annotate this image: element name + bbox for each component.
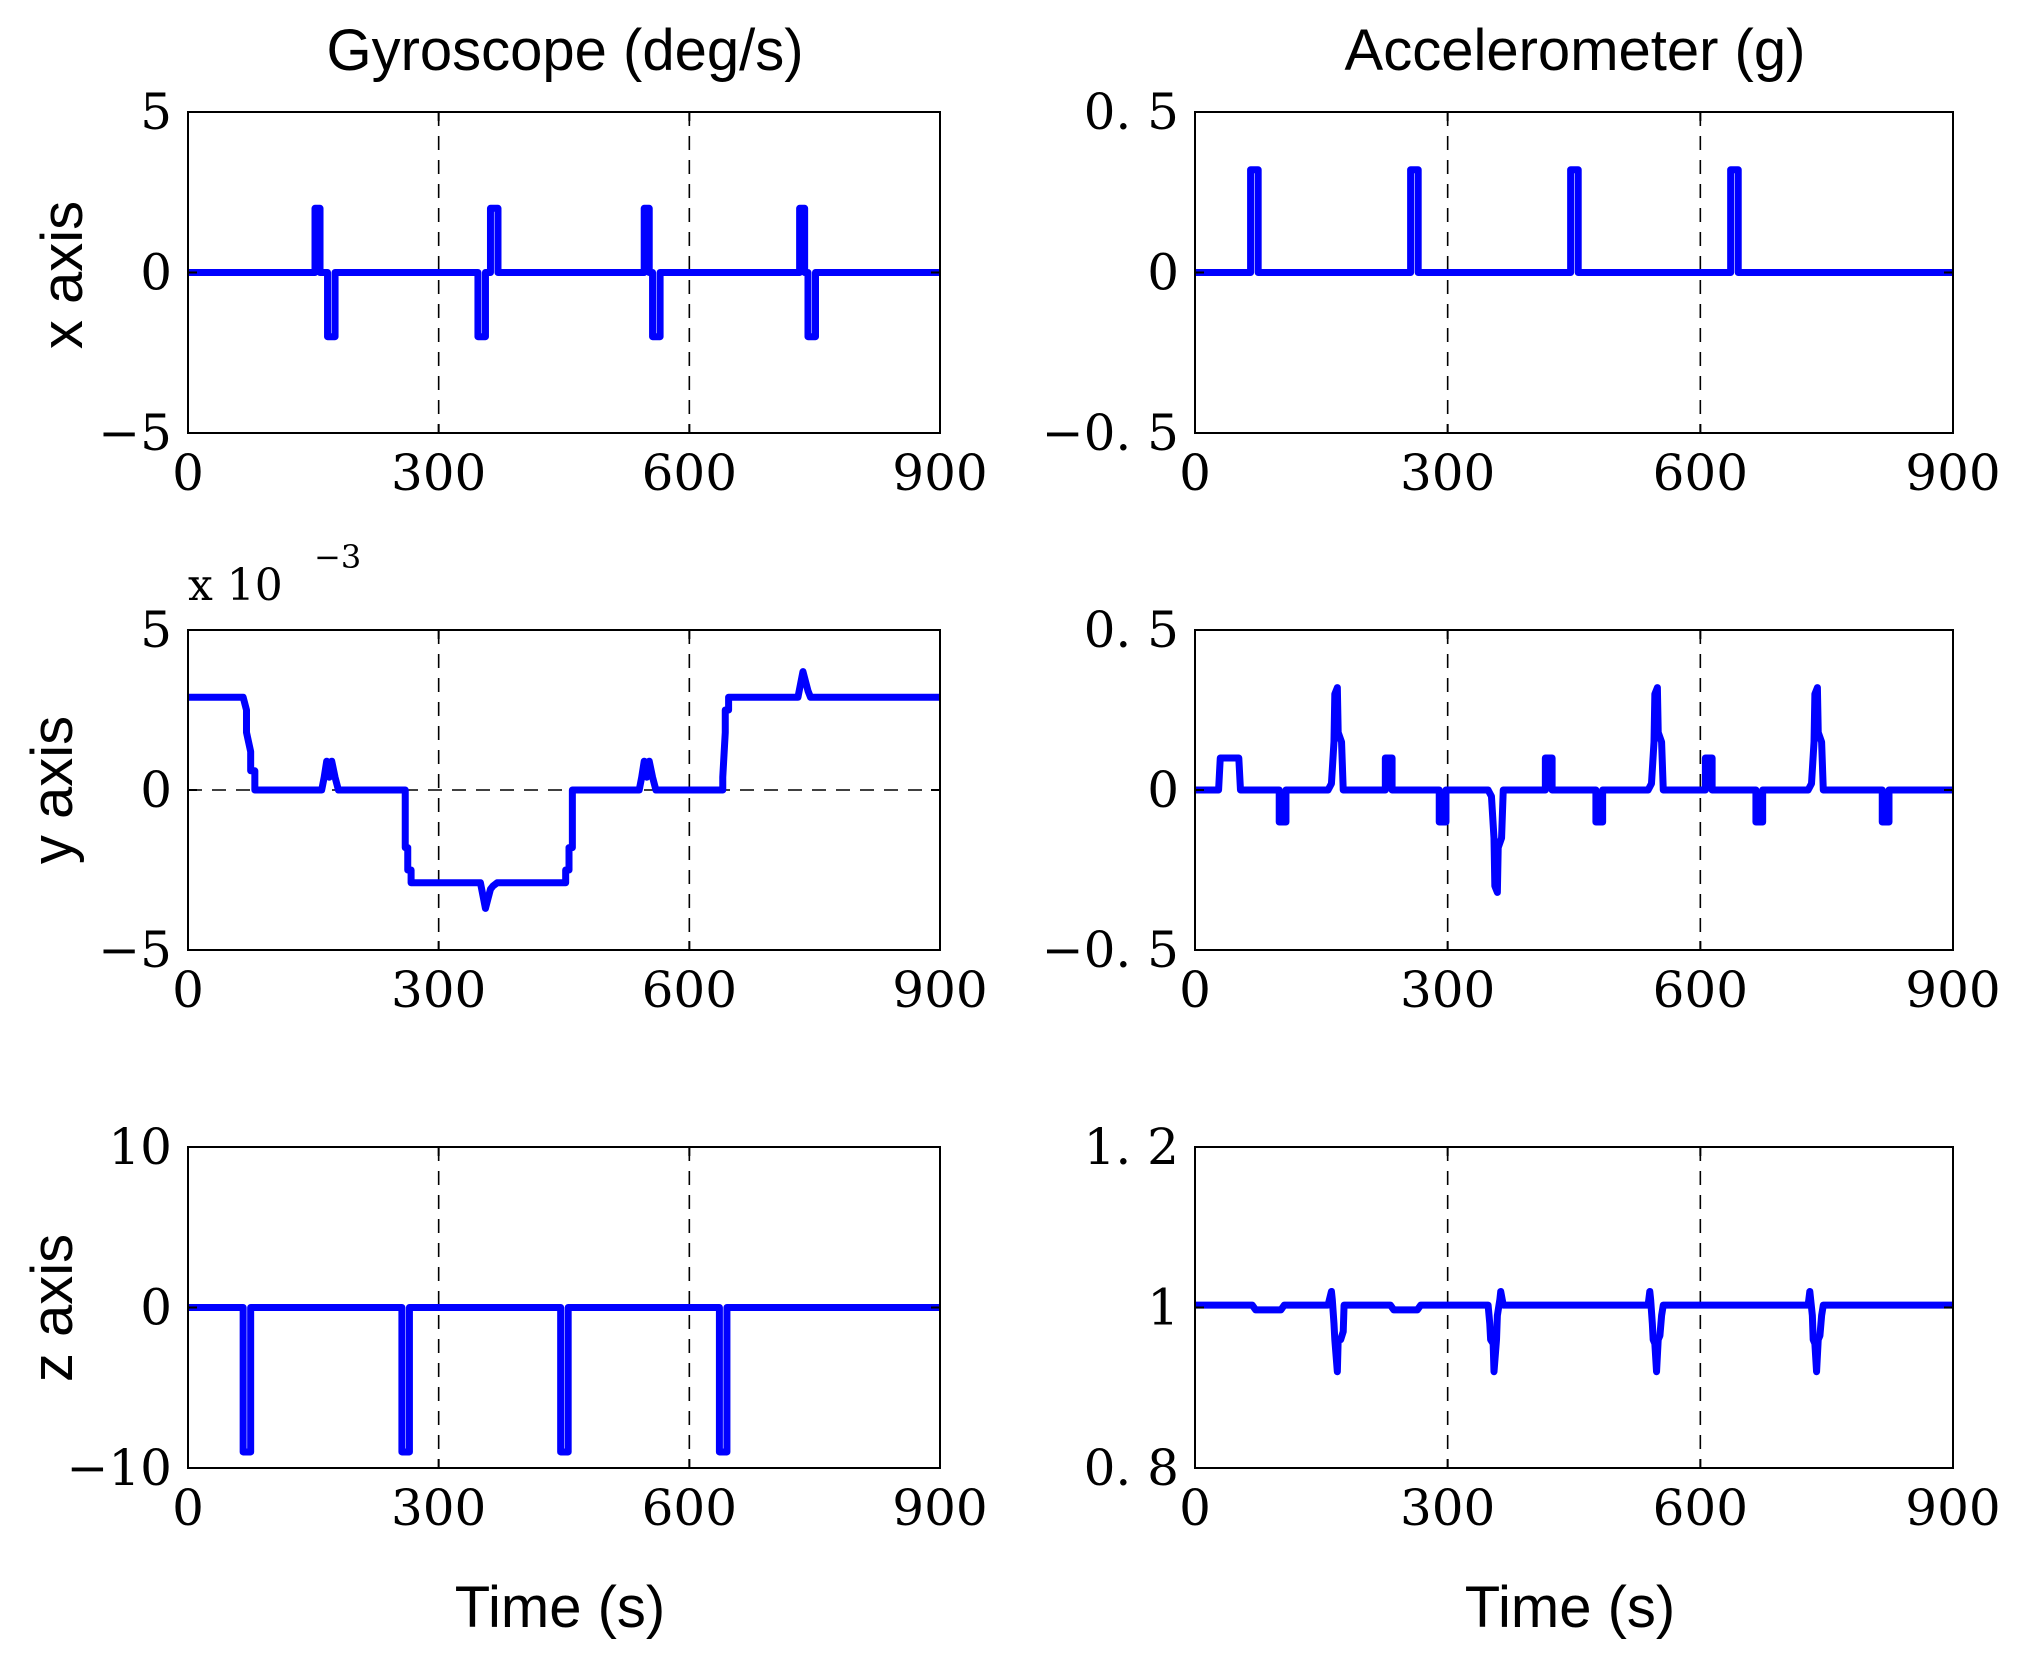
- accel-z-xtick-label-600: 600: [1653, 1479, 1748, 1537]
- gyro-y-xtick-label-0: 0: [172, 961, 204, 1019]
- gyro-z-xtick-label-900: 900: [892, 1479, 987, 1537]
- accel-x-ytick-label-0: 0. 5: [1084, 83, 1179, 141]
- accel-x-xtick-label-300: 300: [1400, 444, 1495, 502]
- accel-z-xtick-label-300: 300: [1400, 1479, 1495, 1537]
- panel-accel-z: 0 300 600 900 1. 2 1 0. 8: [1084, 1118, 2001, 1537]
- accel-y-ytick-label-0: 0. 5: [1084, 601, 1179, 659]
- gyro-y-ytick-label-2: −5: [98, 921, 172, 979]
- y-axis-row-label: y axis: [20, 716, 85, 864]
- accel-z-ytick-label-0: 1. 2: [1084, 1118, 1179, 1176]
- accel-z-trace: [1195, 1287, 1953, 1376]
- gyro-y-xtick-label-300: 300: [391, 961, 486, 1019]
- gyro-z-xtick-label-0: 0: [172, 1479, 204, 1537]
- gyro-z-ytick-label-0: 10: [108, 1118, 172, 1176]
- accel-y-ytick-label-1: 0: [1147, 761, 1179, 819]
- accel-z-xtick-label-0: 0: [1179, 1479, 1211, 1537]
- gyro-z-trace: [188, 1304, 940, 1456]
- accel-z-xtick-label-900: 900: [1905, 1479, 2000, 1537]
- accel-time-label: Time (s): [1465, 1575, 1675, 1640]
- accelerometer-title: Accelerometer (g): [1345, 18, 1806, 83]
- gyro-x-ytick-label-0: 5: [140, 83, 172, 141]
- gyro-z-ytick-label-1: 0: [140, 1279, 172, 1337]
- gyro-z-ytick-label-2: −10: [66, 1439, 172, 1497]
- gyro-y-multiplier-exponent: −3: [314, 538, 361, 576]
- gyro-x-ytick-label-2: −5: [98, 404, 172, 462]
- gyro-time-label: Time (s): [455, 1575, 665, 1640]
- gyro-y-ytick-label-1: 0: [140, 761, 172, 819]
- accel-x-ytick-label-2: −0. 5: [1042, 404, 1179, 462]
- gyro-x-xtick-label-600: 600: [642, 444, 737, 502]
- accel-y-xtick-label-0: 0: [1179, 961, 1211, 1019]
- gyro-y-trace: [188, 668, 940, 912]
- accel-y-trace: [1195, 684, 1953, 896]
- gyro-y-xtick-label-900: 900: [892, 961, 987, 1019]
- gyroscope-title: Gyroscope (deg/s): [326, 18, 803, 83]
- gyro-x-trace: [188, 204, 940, 341]
- accel-x-ytick-label-1: 0: [1147, 244, 1179, 302]
- gyro-x-xtick-label-300: 300: [391, 444, 486, 502]
- accel-y-xtick-label-900: 900: [1905, 961, 2000, 1019]
- accel-z-ytick-label-1: 1: [1147, 1279, 1179, 1337]
- gyro-y-xtick-label-600: 600: [642, 961, 737, 1019]
- z-axis-row-label: z axis: [20, 1234, 85, 1382]
- gyro-x-ytick-label-1: 0: [140, 244, 172, 302]
- gyro-x-xtick-label-0: 0: [172, 444, 204, 502]
- accel-y-xtick-label-300: 300: [1400, 961, 1495, 1019]
- gyro-x-xtick-label-900: 900: [892, 444, 987, 502]
- gyro-y-ytick-label-0: 5: [140, 601, 172, 659]
- accel-x-xtick-label-600: 600: [1653, 444, 1748, 502]
- accel-x-xtick-label-0: 0: [1179, 444, 1211, 502]
- accel-x-xtick-label-900: 900: [1905, 444, 2000, 502]
- accel-z-ytick-label-2: 0. 8: [1084, 1439, 1179, 1497]
- x-axis-row-label: x axis: [30, 201, 95, 349]
- accel-y-ytick-label-2: −0. 5: [1042, 921, 1179, 979]
- accel-x-trace: [1195, 166, 1953, 276]
- gyro-z-xtick-label-600: 600: [642, 1479, 737, 1537]
- gyro-y-multiplier: x 10: [188, 560, 283, 611]
- gyro-z-xtick-label-300: 300: [391, 1479, 486, 1537]
- accel-y-xtick-label-600: 600: [1653, 961, 1748, 1019]
